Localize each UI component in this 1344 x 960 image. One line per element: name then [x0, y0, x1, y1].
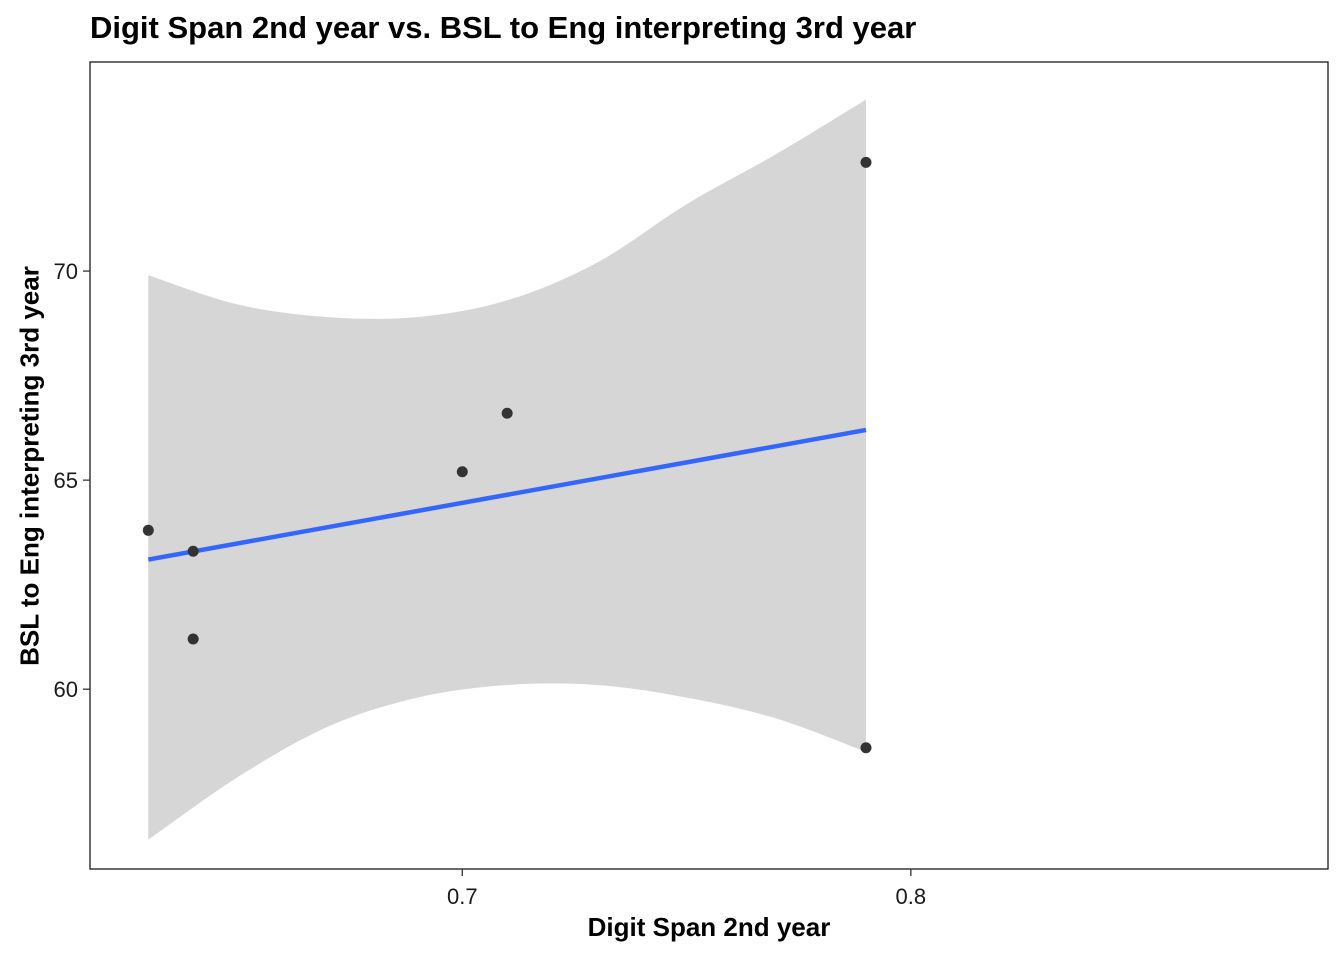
data-point: [456, 466, 468, 478]
points-layer: [142, 156, 872, 754]
plot-panel-border: [89, 61, 1329, 870]
x-tick-label: 0.7: [447, 884, 478, 909]
data-point: [187, 545, 199, 557]
regression-line: [147, 427, 867, 562]
data-point: [860, 156, 872, 168]
axis-layer: 0.7 0.8 60 65 70: [54, 259, 927, 909]
x-tick-label: 0.8: [896, 884, 927, 909]
y-tick-label: 60: [54, 677, 78, 702]
x-axis-label: Digit Span 2nd year: [587, 912, 831, 942]
data-point: [501, 407, 513, 419]
confidence-band-layer: [148, 99, 867, 840]
y-tick-label: 65: [54, 468, 78, 493]
chart-title: Digit Span 2nd year vs. BSL to Eng inter…: [90, 10, 917, 45]
data-point: [860, 742, 872, 754]
data-point: [142, 524, 154, 536]
y-tick-label: 70: [54, 259, 78, 284]
confidence-band: [148, 99, 867, 840]
y-axis-label: BSL to Eng interpreting 3rd year: [14, 266, 45, 666]
fit-line-layer: [147, 427, 867, 562]
data-point: [187, 633, 199, 645]
